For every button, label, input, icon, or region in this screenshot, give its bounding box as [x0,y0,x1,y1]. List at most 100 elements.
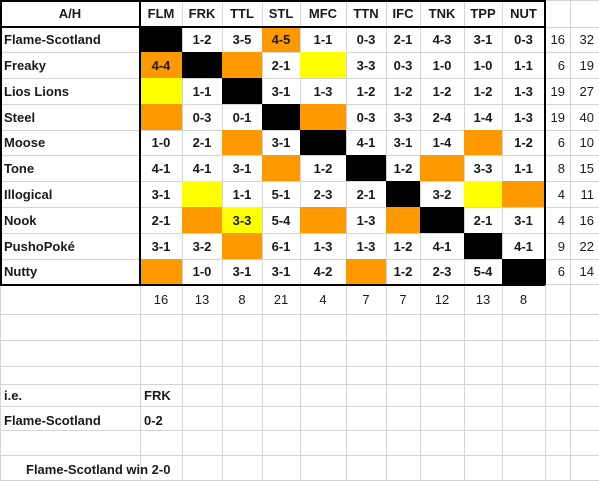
team-stat-a[interactable]: 4 [557,212,565,228]
result-cell[interactable]: 1-3 [514,83,533,99]
result-cell[interactable]: 3-1 [232,160,252,176]
result-cell[interactable] [300,207,346,233]
team-name[interactable]: Lios Lions [4,83,69,99]
column-header[interactable]: FRK [188,6,216,21]
result-cell[interactable] [300,104,346,130]
result-cell[interactable]: 1-2 [393,238,413,254]
result-cell[interactable]: 4-2 [313,264,333,279]
example-column[interactable]: FRK [144,387,171,403]
team-stat-a[interactable]: 6 [557,135,565,150]
result-cell[interactable]: 3-1 [151,238,171,254]
result-cell[interactable]: 0-3 [356,32,376,47]
result-cell[interactable] [140,259,182,284]
result-cell[interactable] [346,259,386,284]
column-total[interactable]: 21 [273,291,289,307]
result-cell[interactable]: 2-3 [432,264,452,279]
column-total[interactable]: 7 [399,291,407,307]
example-team[interactable]: Flame-Scotland [4,412,101,428]
team-stat-b[interactable]: 14 [579,264,594,279]
column-total[interactable]: 16 [153,291,169,307]
result-cell[interactable] [222,78,262,104]
result-cell[interactable]: 1-3 [514,109,533,125]
result-cell[interactable]: 3-1 [271,135,291,150]
team-stat-b[interactable]: 40 [579,109,594,125]
result-cell[interactable]: 4-1 [151,160,171,176]
result-cell[interactable] [300,130,346,155]
result-cell[interactable]: 1-2 [473,83,493,99]
team-stat-a[interactable]: 4 [557,186,565,202]
result-cell[interactable]: 1-0 [473,57,493,73]
result-cell[interactable] [182,207,222,233]
result-cell[interactable] [300,52,346,78]
column-header[interactable]: TTL [230,6,254,21]
result-cell[interactable] [182,52,222,78]
result-cell[interactable]: 3-1 [271,83,291,99]
team-name[interactable]: Steel [4,109,36,125]
team-stat-a[interactable]: 16 [550,32,565,47]
result-cell[interactable] [502,181,545,207]
result-cell[interactable]: 0-3 [356,109,376,125]
team-stat-a[interactable]: 9 [557,238,565,254]
team-stat-b[interactable]: 15 [579,160,594,176]
result-cell[interactable]: 4-5 [262,27,300,52]
team-stat-a[interactable]: 8 [557,160,565,176]
example-score[interactable]: 0-2 [144,412,163,428]
team-stat-b[interactable]: 22 [579,238,594,254]
result-cell[interactable]: 1-2 [432,83,452,99]
result-cell[interactable]: 3-3 [473,160,493,176]
result-cell[interactable] [140,78,182,104]
team-stat-a[interactable]: 19 [550,83,565,99]
result-cell[interactable]: 2-1 [473,212,493,228]
result-cell[interactable] [140,27,182,52]
team-stat-b[interactable]: 32 [579,32,594,47]
column-header[interactable]: NUT [510,6,537,21]
team-name[interactable]: Tone [4,160,35,176]
result-cell[interactable]: 1-3 [313,238,333,254]
result-cell[interactable]: 1-2 [393,160,413,176]
result-cell[interactable]: 0-3 [192,109,212,125]
result-cell[interactable]: 1-0 [192,264,212,279]
team-stat-b[interactable]: 27 [579,83,594,99]
result-cell[interactable]: 3-2 [432,186,452,202]
team-name[interactable]: Flame-Scotland [4,32,101,47]
result-cell[interactable] [386,181,420,207]
team-stat-a[interactable]: 19 [550,109,565,125]
result-cell[interactable]: 1-1 [514,57,533,73]
team-name[interactable]: Moose [4,135,46,150]
result-cell[interactable]: 5-4 [271,212,291,228]
result-cell[interactable] [222,130,262,155]
column-header[interactable]: MFC [308,6,338,21]
result-cell[interactable]: 1-0 [151,135,171,150]
result-cell[interactable]: 3-1 [514,212,533,228]
result-cell[interactable] [346,155,386,181]
column-total[interactable]: 13 [194,291,210,307]
team-stat-b[interactable]: 19 [579,57,594,73]
result-cell[interactable] [140,104,182,130]
result-cell[interactable] [464,130,502,155]
team-name[interactable]: Nutty [4,264,38,279]
column-total[interactable]: 4 [319,291,327,307]
result-cell[interactable]: 1-2 [393,83,413,99]
result-cell[interactable]: 2-1 [356,186,376,202]
result-cell[interactable] [222,52,262,78]
result-cell[interactable]: 1-4 [432,135,452,150]
team-stat-b[interactable]: 11 [580,186,595,202]
result-cell[interactable]: 3-3 [356,57,376,73]
result-cell[interactable]: 1-2 [192,32,212,47]
team-name[interactable]: PushoPoké [4,238,75,254]
result-cell[interactable]: 4-4 [140,52,182,78]
result-cell[interactable]: 4-1 [192,160,212,176]
result-cell[interactable]: 0-1 [232,109,252,125]
result-cell[interactable]: 3-1 [232,264,252,279]
result-cell[interactable] [386,207,420,233]
result-cell[interactable]: 1-3 [356,212,376,228]
result-cell[interactable]: 1-3 [356,238,376,254]
result-cell[interactable]: 0-3 [514,32,533,47]
result-cell[interactable]: 1-2 [356,83,376,99]
example-result[interactable]: Flame-Scotland win 2-0 [26,461,171,477]
result-cell[interactable]: 0-3 [393,57,413,73]
column-header[interactable]: FLM [147,6,175,21]
result-cell[interactable]: 3-5 [232,32,252,47]
result-cell[interactable]: 1-0 [432,57,452,73]
team-stat-a[interactable]: 6 [557,57,565,73]
